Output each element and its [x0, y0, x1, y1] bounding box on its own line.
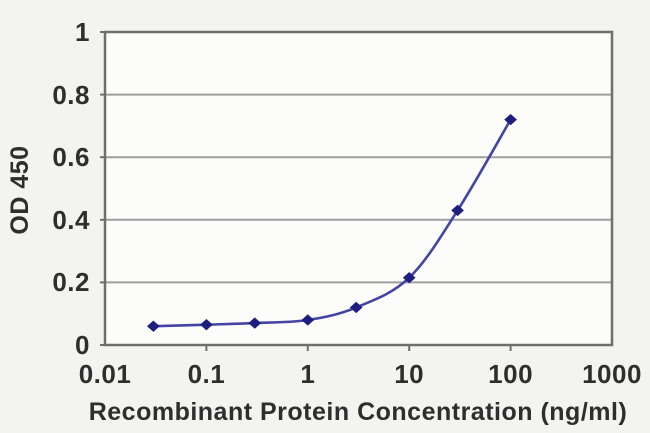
data-point-marker: [451, 204, 464, 217]
data-point-marker: [349, 301, 363, 314]
data-point-marker: [402, 272, 416, 284]
data-point-marker: [504, 113, 517, 126]
x-tick-label: 1000: [582, 359, 642, 389]
x-tick-label: 0.01: [78, 359, 132, 389]
y-tick-label: 0.4: [52, 204, 90, 235]
data-point-marker: [200, 318, 213, 331]
x-tick-label: 10: [394, 359, 425, 389]
y-tick-label: 0.8: [52, 79, 90, 110]
x-tick-label: 100: [488, 359, 534, 389]
y-tick-label: 0: [75, 330, 90, 360]
data-point-marker: [301, 314, 315, 326]
plot-border: [103, 30, 614, 347]
x-axis-title: Recombinant Protein Concentration (ng/ml…: [88, 398, 628, 426]
y-tick-label: 0.6: [52, 142, 90, 173]
y-axis-title: OD 450: [6, 145, 34, 235]
y-tick-label: 0.2: [52, 267, 90, 298]
x-tick-label: 0.1: [187, 359, 226, 389]
x-tick-label: 1: [300, 359, 316, 389]
data-point-marker: [147, 320, 160, 332]
plot-background: [105, 32, 612, 345]
y-tick-label: 1: [75, 17, 90, 47]
data-point-marker: [248, 317, 262, 329]
